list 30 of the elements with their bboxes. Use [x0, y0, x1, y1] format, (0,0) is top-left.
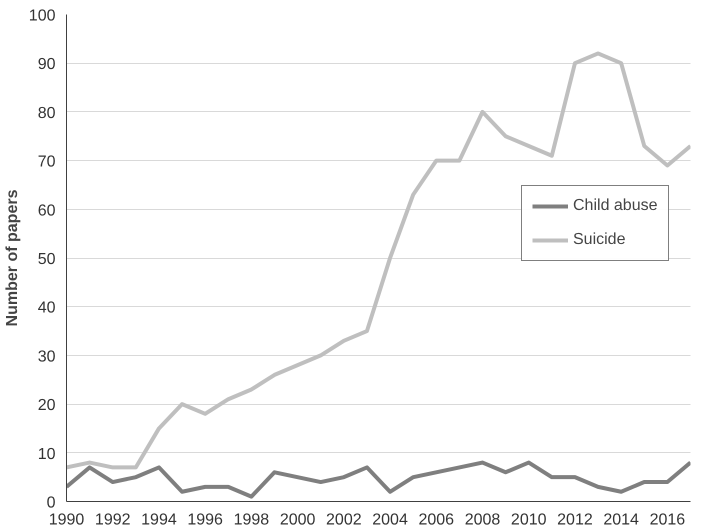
- legend-label: Suicide: [573, 231, 626, 249]
- y-tick-label: 80: [38, 104, 56, 122]
- x-tick-label: 1994: [141, 512, 177, 528]
- x-tick-label: 2002: [326, 512, 362, 528]
- x-tick-label: 2010: [510, 512, 547, 528]
- y-tick-label: 50: [38, 251, 56, 268]
- x-tick-label: 2000: [280, 512, 316, 528]
- line-series: [66, 51, 690, 470]
- y-tick-label: 60: [38, 202, 56, 220]
- y-tick-label: 70: [38, 154, 56, 171]
- x-tick-label: 1996: [187, 512, 224, 528]
- x-tick-label: 1990: [48, 512, 84, 528]
- x-tick-label: 2004: [372, 512, 408, 528]
- y-tick-label: 10: [38, 446, 56, 463]
- x-tick-label: 2008: [464, 512, 500, 528]
- y-tick-label: 100: [28, 8, 56, 24]
- x-tick-label: 2006: [418, 512, 454, 528]
- x-tick-label: 2012: [557, 512, 593, 528]
- x-tick-label: 2016: [650, 512, 686, 528]
- y-tick-label: 30: [38, 348, 56, 366]
- y-tick-label: 20: [38, 397, 56, 414]
- y-axis-title: Number of papers: [4, 189, 21, 326]
- y-tick-label: 40: [38, 300, 56, 317]
- x-tick-label: 1998: [234, 512, 270, 528]
- x-tick-label: 1992: [94, 512, 131, 528]
- y-tick-label: 0: [46, 494, 56, 512]
- line-series: [66, 460, 690, 499]
- x-tick-label: 2014: [603, 512, 640, 528]
- y-tick-label: 90: [38, 56, 56, 74]
- legend-label: Child abuse: [573, 197, 658, 215]
